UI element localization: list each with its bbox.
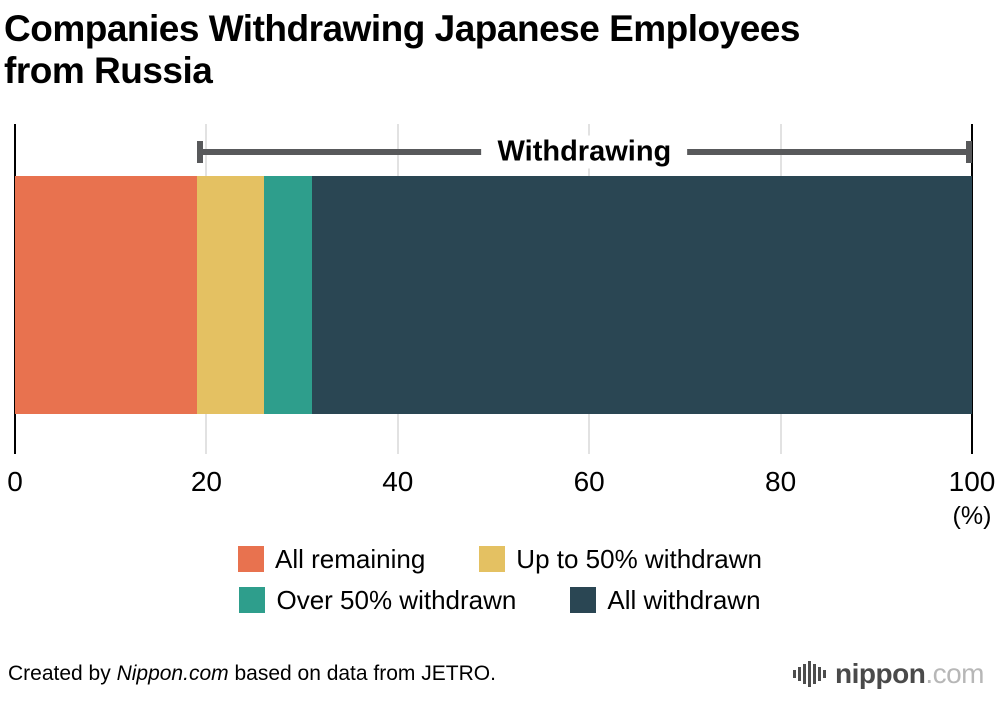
x-tick-80: 80 <box>765 465 797 497</box>
legend-item-all-remaining: All remaining <box>238 544 425 575</box>
plot-area: Withdrawing <box>14 123 973 454</box>
logo-name: nippon <box>835 658 926 689</box>
credit-prefix: Created by <box>8 662 117 685</box>
legend-row: Over 50% withdrawn All withdrawn <box>239 584 761 616</box>
legend-label: All remaining <box>275 543 426 574</box>
legend-swatch <box>238 546 264 573</box>
bracket-cap-right <box>965 140 972 163</box>
x-tick-40: 40 <box>382 465 414 497</box>
legend-swatch <box>479 546 506 573</box>
chart-title: Companies Withdrawing Japanese Employees… <box>0 0 1000 92</box>
x-tick-100: 100 <box>948 465 996 497</box>
legend-label: Up to 50% withdrawn <box>516 543 762 574</box>
legend-swatch <box>239 587 266 614</box>
nippon-logo: nippon.com <box>793 658 984 690</box>
credit-suffix: based on data from JETRO. <box>228 662 496 685</box>
legend-item-all-withdrawn: All withdrawn <box>570 584 761 616</box>
bar-segment-over-50-withdrawn <box>263 175 312 414</box>
bar-segment-all-remaining <box>15 175 197 414</box>
legend-item-up-to-50-withdrawn: Up to 50% withdrawn <box>479 544 762 575</box>
bar-segment-all-withdrawn <box>311 175 972 414</box>
credit-site-name: Nippon.com <box>116 662 229 685</box>
logo-wordmark: nippon.com <box>835 658 984 690</box>
legend-label: Over 50% withdrawn <box>276 584 517 615</box>
withdrawing-bracket: Withdrawing <box>196 135 972 169</box>
legend: All remaining Up to 50% withdrawn Over 50%… <box>0 544 1000 616</box>
chart-title-line2: from Russia <box>4 49 213 91</box>
axis-line-100 <box>971 123 973 454</box>
annotation-label: Withdrawing <box>481 135 688 169</box>
credit-text: Created by Nippon.com based on data from… <box>8 662 496 686</box>
equalizer-bars-icon <box>793 659 827 689</box>
chart-title-line1: Companies Withdrawing Japanese Employees <box>4 8 800 49</box>
legend-label: All withdrawn <box>607 584 761 615</box>
legend-item-over-50-withdrawn: Over 50% withdrawn <box>239 585 516 616</box>
bracket-cap-left <box>196 140 203 163</box>
stacked-bar <box>15 175 972 414</box>
logo-tld: .com <box>925 658 984 689</box>
x-tick-0: 0 <box>7 465 23 497</box>
x-axis: (%) 0 20 40 60 80 100 <box>7 454 995 536</box>
bar-segment-up-to-50-withdrawn <box>196 175 264 414</box>
x-axis-unit-label: (%) <box>952 501 992 530</box>
legend-swatch <box>570 587 597 614</box>
x-tick-60: 60 <box>573 465 605 497</box>
legend-row: All remaining Up to 50% withdrawn <box>238 544 762 575</box>
footer: Created by Nippon.com based on data from… <box>0 650 1000 704</box>
x-tick-20: 20 <box>190 465 222 497</box>
